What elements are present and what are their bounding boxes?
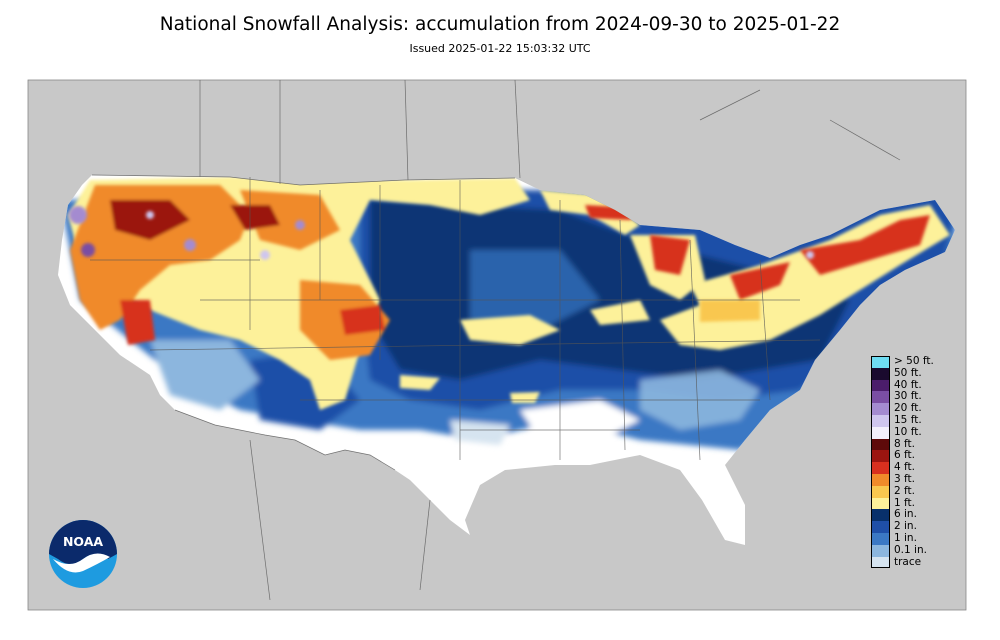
legend-swatch	[871, 497, 890, 510]
legend-swatch	[871, 414, 890, 427]
legend-label: 3 ft.	[894, 472, 915, 485]
legend-entry: 1 ft.	[871, 496, 961, 510]
legend-label: 6 in.	[894, 508, 917, 521]
legend-swatch	[871, 379, 890, 392]
legend-swatch	[871, 438, 890, 451]
legend-swatch	[871, 450, 890, 463]
legend-swatch	[871, 521, 890, 533]
legend-label: 2 ft.	[894, 484, 915, 497]
legend-entry: 1 in.	[871, 531, 961, 545]
legend-entry: 15 ft.	[871, 413, 961, 427]
legend-entry: 30 ft.	[871, 390, 961, 404]
legend-entry: 10 ft.	[871, 425, 961, 439]
legend-label: 30 ft.	[894, 390, 922, 403]
legend-swatch	[871, 544, 890, 557]
legend-swatch	[871, 532, 890, 545]
snowfall-legend: > 50 ft. 50 ft. 40 ft. 30 ft. 20 ft. 15 ft. 10…	[871, 355, 961, 569]
legend-label: 50 ft.	[894, 366, 922, 379]
legend-entry: 8 ft.	[871, 437, 961, 451]
legend-entry: 40 ft.	[871, 378, 961, 392]
legend-entry: > 50 ft.	[871, 355, 961, 368]
legend-entry: trace	[871, 555, 961, 569]
legend-entry: 4 ft.	[871, 461, 961, 474]
legend-label: 0.1 in.	[894, 543, 927, 556]
legend-label: 10 ft.	[894, 425, 922, 438]
legend-entry: 2 ft.	[871, 484, 961, 498]
legend-swatch	[871, 367, 890, 380]
legend-swatch	[871, 391, 890, 404]
legend-swatch	[871, 509, 890, 522]
legend-label: 6 ft.	[894, 449, 915, 462]
legend-label: 4 ft.	[894, 461, 915, 474]
noaa-logo-icon: NOAA	[49, 520, 117, 588]
legend-entry: 0.1 in.	[871, 543, 961, 557]
legend-label: trace	[894, 555, 922, 568]
legend-entry: 20 ft.	[871, 402, 961, 415]
legend-label: 8 ft.	[894, 437, 915, 450]
legend-entry: 2 in.	[871, 520, 961, 533]
noaa-logo-text: NOAA	[63, 534, 103, 549]
legend-label: 20 ft.	[894, 402, 922, 415]
legend-entry: 3 ft.	[871, 472, 961, 486]
legend-swatch	[871, 403, 890, 415]
issued-timestamp: Issued 2025-01-22 15:03:32 UTC	[409, 42, 591, 55]
legend-entry: 50 ft.	[871, 366, 961, 380]
legend-label: 2 in.	[894, 520, 917, 533]
page-title: National Snowfall Analysis: accumulation…	[159, 14, 841, 35]
legend-label: 1 in.	[894, 531, 917, 544]
legend-swatch	[871, 356, 890, 368]
legend-swatch-outline	[871, 356, 890, 569]
legend-entry: 6 ft.	[871, 449, 961, 463]
legend-swatch	[871, 473, 890, 486]
legend-label: > 50 ft.	[894, 355, 934, 367]
legend-swatch	[871, 462, 890, 474]
legend-label: 15 ft.	[894, 413, 922, 426]
legend-entry: 6 in.	[871, 508, 961, 522]
legend-swatch	[871, 426, 890, 439]
legend-swatch	[871, 485, 890, 498]
legend-swatch	[871, 556, 890, 569]
legend-label: 40 ft.	[894, 378, 922, 391]
legend-label: 1 ft.	[894, 496, 915, 509]
